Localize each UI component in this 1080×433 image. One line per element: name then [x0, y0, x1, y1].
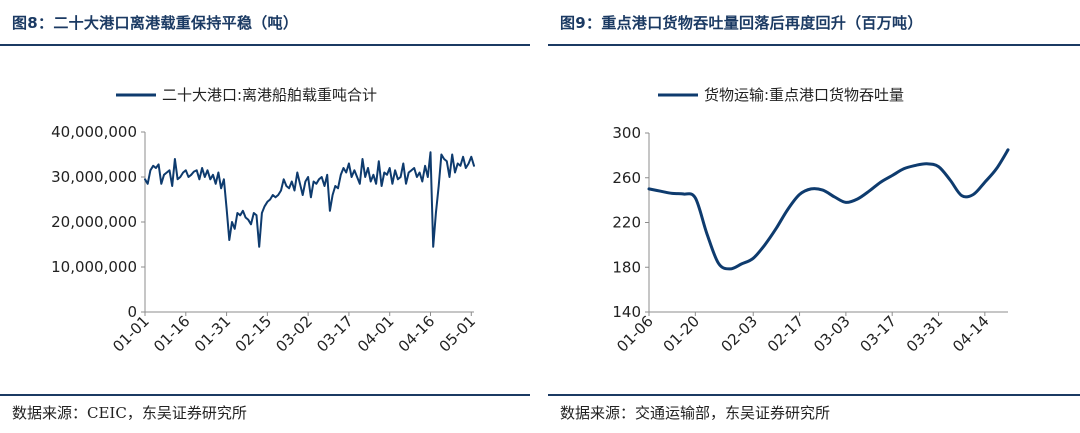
x-tick-label: 05-01 — [436, 312, 480, 356]
x-tick-label: 01-20 — [660, 312, 704, 356]
source-divider — [548, 394, 1080, 396]
y-tick-label: 180 — [612, 258, 641, 276]
left-line-chart: 0 10,000,000 20,000,000 30,000,000 40,000,00… — [51, 86, 480, 356]
title-divider — [0, 44, 530, 46]
y-tick-label: 20,000,000 — [51, 213, 137, 231]
x-tick-label: 01-16 — [150, 312, 194, 356]
y-tick-label: 30,000,000 — [51, 168, 137, 186]
y-tick-label: 260 — [612, 169, 641, 187]
x-tick-label: 04-14 — [949, 312, 993, 356]
y-tick-label: 0 — [127, 303, 137, 321]
legend-label: 货物运输:重点港口货物吞吐量 — [704, 86, 904, 104]
x-tick-label: 04-01 — [354, 312, 398, 356]
figure-9-title: 图9：重点港口货物吞吐量回落后再度回升（百万吨） — [560, 14, 923, 32]
left-figure: 图8：二十大港口离港载重保持平稳（吨） 0 10,000,000 20,000,00… — [0, 0, 530, 433]
figure-8-title: 图8：二十大港口离港载重保持平稳（吨） — [12, 14, 299, 32]
figure-9-source: 数据来源：交通运输部，东吴证券研究所 — [560, 404, 831, 422]
y-tick-label: 300 — [612, 124, 641, 142]
source-divider — [0, 394, 530, 396]
y-tick-label: 10,000,000 — [51, 258, 137, 276]
legend-label: 二十大港口:离港船舶载重吨合计 — [162, 86, 377, 104]
right-figure: 图9：重点港口货物吞吐量回落后再度回升（百万吨） 140 180 220 260 300… — [548, 0, 1080, 433]
x-tick-label: 03-17 — [313, 312, 357, 356]
title-divider — [548, 44, 1080, 46]
y-tick-label: 220 — [612, 214, 641, 232]
x-tick-label: 03-02 — [272, 312, 316, 356]
x-tick-label: 03-03 — [810, 312, 854, 356]
series-line — [647, 148, 1010, 271]
x-tick-label: 01-31 — [191, 312, 235, 356]
x-tick-label: 03-17 — [856, 312, 900, 356]
x-tick-label: 04-16 — [395, 312, 439, 356]
x-tick-label: 02-15 — [232, 312, 276, 356]
y-tick-label: 140 — [612, 303, 641, 321]
figure-8-source: 数据来源：CEIC，东吴证券研究所 — [12, 404, 247, 422]
y-tick-label: 40,000,000 — [51, 123, 137, 141]
x-tick-label: 03-31 — [903, 312, 947, 356]
x-tick-label: 02-17 — [764, 312, 808, 356]
x-tick-label: 02-03 — [718, 312, 762, 356]
series-line — [144, 151, 475, 248]
